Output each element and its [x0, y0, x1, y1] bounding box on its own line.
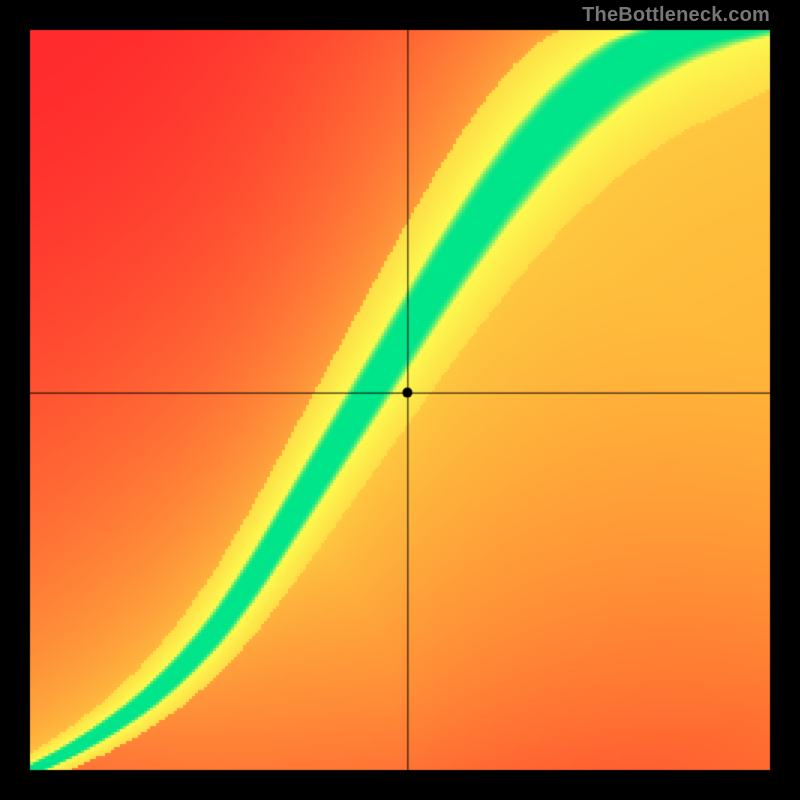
bottleneck-heatmap — [0, 0, 800, 800]
watermark-text: TheBottleneck.com — [582, 4, 770, 27]
